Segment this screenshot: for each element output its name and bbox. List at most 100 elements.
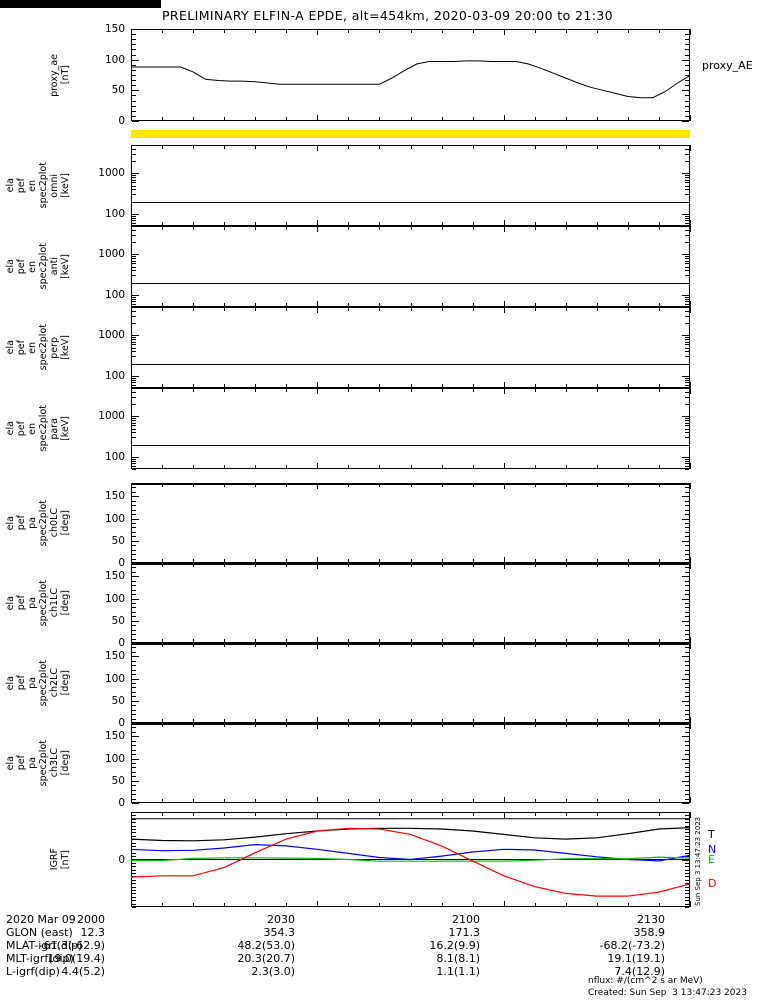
x-tick xyxy=(317,145,319,151)
y-tick-minor xyxy=(685,301,689,303)
y-tick-minor xyxy=(685,896,689,898)
x-tick xyxy=(441,812,443,816)
y-tick-minor xyxy=(685,341,689,343)
y-tick-label-en_omni-1: 1000 xyxy=(98,167,125,180)
x-tick xyxy=(658,384,660,388)
y-tick-minor xyxy=(132,39,136,41)
x-tick xyxy=(410,563,412,567)
x-tick xyxy=(410,384,412,388)
y-tick-minor xyxy=(132,527,136,529)
y-tick-minor xyxy=(132,505,136,507)
x-tick xyxy=(224,723,226,727)
x-tick xyxy=(472,307,474,311)
y-axis-label-word: [keV] xyxy=(60,416,71,441)
x-tick xyxy=(286,303,288,307)
x-tick xyxy=(379,226,381,230)
y-tick-minor xyxy=(685,727,689,729)
y-tick-minor xyxy=(132,523,136,524)
y-tick-minor xyxy=(685,785,689,787)
x-tick xyxy=(255,723,257,727)
y-tick-minor xyxy=(132,825,136,827)
x-tick xyxy=(596,384,598,388)
x-tick xyxy=(255,799,257,803)
y-tick-minor xyxy=(685,674,689,676)
x-tick xyxy=(658,222,660,226)
y-tick-minor xyxy=(685,234,689,236)
y-tick-minor xyxy=(132,69,136,71)
y-tick-minor xyxy=(132,531,136,533)
x-tick xyxy=(472,222,474,226)
y-tick-minor xyxy=(685,749,689,751)
x-tick xyxy=(193,643,195,647)
y-tick-minor xyxy=(132,347,136,349)
x-tick xyxy=(658,812,660,816)
y-axis-label-word: ela xyxy=(5,259,16,274)
y-tick-minor xyxy=(132,567,136,569)
x-tick xyxy=(627,483,629,487)
x-tick xyxy=(193,465,195,469)
y-tick-minor xyxy=(685,718,689,720)
x-tick xyxy=(410,307,412,311)
y-tick-minor xyxy=(132,420,136,422)
y-tick-minor xyxy=(685,696,689,698)
y-axis-label-igrf: IGRF [nT] xyxy=(0,812,71,907)
y-tick-minor xyxy=(685,54,689,56)
xaxis-cell-0-2: 171.3 xyxy=(448,926,481,939)
x-tick xyxy=(193,483,195,487)
x-tick xyxy=(627,29,629,33)
x-tick xyxy=(627,117,629,121)
y-tick-minor xyxy=(685,852,689,854)
x-tick xyxy=(286,799,288,803)
y-tick-minor xyxy=(685,691,689,693)
y-tick-label-pa_ch0lc-3: 150 xyxy=(104,490,125,503)
y-tick-minor xyxy=(685,75,689,76)
x-tick xyxy=(317,388,319,394)
y-tick-minor xyxy=(685,189,689,191)
y-tick-minor xyxy=(685,549,689,551)
x-tick xyxy=(286,222,288,226)
y-tick-minor xyxy=(132,620,136,622)
x-tick xyxy=(658,723,660,727)
y-tick-minor xyxy=(132,893,136,895)
y-tick-minor xyxy=(132,554,136,556)
y-tick-minor xyxy=(132,709,136,711)
y-axis-label-word: pef xyxy=(16,177,27,194)
y-tick-minor xyxy=(685,731,689,733)
x-tick xyxy=(627,222,629,226)
x-tick xyxy=(441,226,443,230)
y-tick-minor xyxy=(685,849,689,851)
x-tick xyxy=(441,388,443,392)
x-tick xyxy=(255,29,257,33)
y-tick-minor xyxy=(132,611,136,613)
x-tick xyxy=(410,117,412,121)
y-tick-minor xyxy=(685,536,689,538)
x-tick xyxy=(224,222,226,226)
x-tick xyxy=(255,559,257,563)
y-tick-minor xyxy=(132,404,136,406)
x-tick xyxy=(441,222,443,226)
x-tick xyxy=(379,307,381,311)
y-tick-minor xyxy=(685,296,689,298)
y-tick-minor xyxy=(685,222,689,224)
x-tick xyxy=(348,388,350,392)
x-tick xyxy=(690,717,691,723)
x-tick xyxy=(596,226,598,230)
y-tick-minor xyxy=(685,828,689,830)
y-tick-minor xyxy=(685,266,689,268)
x-tick xyxy=(565,226,567,230)
x-tick xyxy=(162,812,164,816)
x-tick xyxy=(255,226,257,230)
y-tick-minor xyxy=(132,856,136,858)
x-tick xyxy=(658,465,660,469)
x-tick xyxy=(379,719,381,723)
x-tick xyxy=(193,117,195,121)
y-tick-minor xyxy=(132,616,136,618)
x-tick xyxy=(441,559,443,563)
y-tick-minor xyxy=(132,571,136,573)
x-tick xyxy=(224,117,226,121)
x-tick xyxy=(255,222,257,226)
x-tick xyxy=(193,145,195,149)
x-tick xyxy=(565,303,567,307)
y-axis-label-pa_ch0lc: ela pef pa spec2plot ch0LC [deg] xyxy=(0,483,71,563)
y-axis-label-word: pef xyxy=(16,339,27,356)
